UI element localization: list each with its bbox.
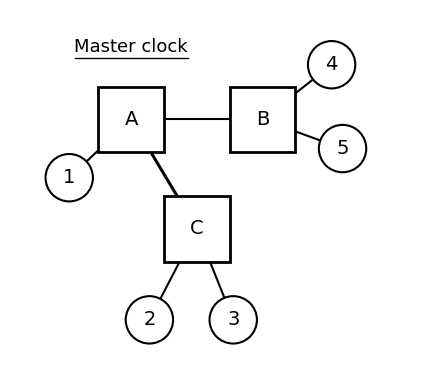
Circle shape bbox=[319, 125, 366, 172]
Text: 4: 4 bbox=[326, 55, 338, 74]
Text: Master clock: Master clock bbox=[74, 37, 188, 56]
Text: 5: 5 bbox=[336, 139, 349, 158]
Bar bbox=[230, 87, 295, 152]
Text: 1: 1 bbox=[63, 168, 75, 187]
Text: 2: 2 bbox=[143, 310, 156, 329]
Text: B: B bbox=[256, 110, 269, 129]
Circle shape bbox=[46, 154, 93, 201]
Circle shape bbox=[308, 41, 355, 88]
Circle shape bbox=[209, 296, 257, 343]
Bar bbox=[164, 196, 230, 262]
Text: A: A bbox=[125, 110, 138, 129]
Text: C: C bbox=[190, 219, 203, 238]
Bar bbox=[98, 87, 164, 152]
Circle shape bbox=[126, 296, 173, 343]
Text: 3: 3 bbox=[227, 310, 240, 329]
